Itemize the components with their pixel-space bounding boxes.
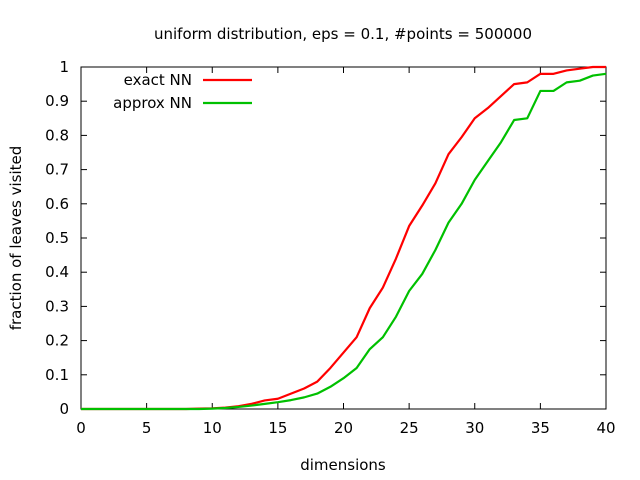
y-tick-label: 0.5 — [45, 229, 69, 247]
x-axis-label: dimensions — [300, 456, 386, 474]
y-tick-label: 0.8 — [45, 126, 69, 144]
legend-label: approx NN — [113, 94, 192, 112]
x-tick-label: 35 — [531, 419, 550, 437]
legend-label: exact NN — [124, 71, 192, 89]
y-tick-label: 0.7 — [45, 161, 69, 179]
x-tick-label: 15 — [268, 419, 287, 437]
x-tick-label: 10 — [203, 419, 222, 437]
y-tick-label: 0 — [59, 400, 69, 418]
series-layer — [81, 65, 607, 411]
axis-ticks: 0 5 10 15 20 25 30 35 40 0 0.1 0.2 0.3 0.4 0.5 0.6 0.7 0.… — [45, 58, 615, 437]
legend: exact NN approx NN — [113, 71, 252, 112]
y-tick-label: 0.2 — [45, 332, 69, 350]
series-line-approx-nn — [81, 72, 607, 411]
y-tick-label: 1 — [59, 58, 69, 76]
series-line-exact-nn — [81, 65, 606, 411]
y-axis-label: fraction of leaves visited — [7, 146, 25, 331]
x-tick-label: 25 — [400, 419, 419, 437]
x-tick-label: 40 — [596, 419, 615, 437]
x-tick-label: 5 — [142, 419, 152, 437]
y-tick-label: 0.1 — [45, 366, 69, 384]
x-tick-label: 30 — [465, 419, 484, 437]
y-tick-label: 0.4 — [45, 263, 69, 281]
y-tick-label: 0.3 — [45, 297, 69, 315]
x-tick-label: 20 — [334, 419, 353, 437]
y-tick-label: 0.9 — [45, 92, 69, 110]
y-tick-label: 0.6 — [45, 195, 69, 213]
chart-title: uniform distribution, eps = 0.1, #points… — [154, 25, 532, 43]
x-tick-label: 0 — [76, 419, 86, 437]
